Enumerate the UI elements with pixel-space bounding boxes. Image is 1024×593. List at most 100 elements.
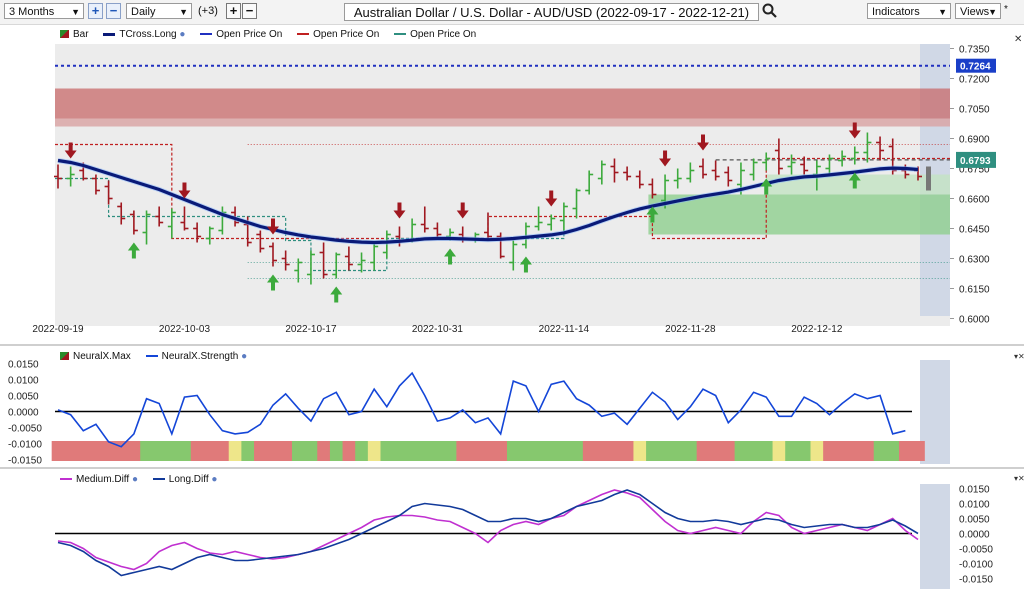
neural-max-bar bbox=[570, 441, 584, 461]
down-arrow-icon bbox=[848, 122, 861, 139]
legend-long-diff[interactable]: Long.Diff ● bbox=[152, 474, 217, 485]
neural-max-bar bbox=[861, 441, 875, 461]
pane-divider bbox=[0, 344, 1024, 346]
neural-max-bar bbox=[747, 441, 761, 461]
neural-max-bar bbox=[734, 441, 748, 461]
chart-toolbar: 3 Months ▼ + − Daily ▼ (+3) + − Australi… bbox=[0, 0, 1024, 25]
diff-y-tick-label: 0.0100 bbox=[959, 500, 990, 511]
teal-value-box bbox=[956, 151, 996, 168]
chevron-down-icon: ▼ bbox=[988, 7, 997, 17]
legend-label: Bar bbox=[73, 29, 89, 40]
teal-value-text: 0.6793 bbox=[960, 156, 991, 167]
indicators-dropdown[interactable]: Indicators ▼ bbox=[867, 3, 951, 19]
date-x-tick-label: 2022-11-14 bbox=[539, 324, 590, 335]
pane-menu-icon[interactable]: ▾✕ bbox=[1014, 474, 1024, 483]
neural-legend: NeuralX.Max NeuralX.Strength ● bbox=[60, 351, 259, 363]
long-diff-line bbox=[57, 489, 919, 577]
neural-max-bar bbox=[190, 441, 204, 461]
down-arrow-icon bbox=[64, 142, 77, 159]
zoom-in-button[interactable]: + bbox=[88, 3, 103, 19]
price-y-tick-label: 0.7200 bbox=[959, 75, 990, 86]
neural-max-bar bbox=[355, 441, 369, 461]
neural-max-bar bbox=[620, 441, 634, 461]
support-zone-light bbox=[766, 174, 950, 195]
line-icon bbox=[152, 478, 165, 481]
date-x-tick-label: 2022-10-31 bbox=[412, 324, 464, 335]
neural-max-bar bbox=[76, 441, 91, 461]
neural-max-bar bbox=[608, 441, 622, 461]
price-y-tick-label: 0.6150 bbox=[959, 285, 990, 296]
neural-max-bar bbox=[696, 441, 710, 461]
neural-max-bar bbox=[911, 441, 925, 461]
chevron-down-icon: ▼ bbox=[179, 7, 188, 17]
neural-max-bar bbox=[494, 441, 508, 461]
neural-max-bar bbox=[873, 441, 887, 461]
neural-max-bar bbox=[759, 441, 774, 461]
close-icon[interactable]: ✕ bbox=[1014, 34, 1023, 45]
price-legend: Bar TCross.Long ● Open Price On Open Pri… bbox=[60, 29, 488, 41]
neural-max-bar bbox=[216, 441, 230, 461]
neural-max-bar bbox=[228, 441, 242, 461]
legend-neural-max[interactable]: NeuralX.Max bbox=[60, 351, 131, 362]
interval-select[interactable]: Daily ▼ bbox=[126, 3, 192, 19]
asterisk-icon[interactable]: * bbox=[1004, 4, 1008, 15]
price-y-tick-label: 0.6900 bbox=[959, 135, 990, 146]
neural-max-bar bbox=[595, 441, 609, 461]
legend-label: Open Price On bbox=[313, 29, 380, 40]
neural-max-bar bbox=[899, 441, 913, 461]
neural-y-tick-label: 0.0000 bbox=[8, 408, 39, 419]
legend-medium-diff[interactable]: Medium.Diff ● bbox=[60, 474, 138, 485]
legend-open-green[interactable]: Open Price On bbox=[394, 29, 476, 40]
date-x-tick-label: 2022-10-17 bbox=[285, 324, 337, 335]
pane-divider bbox=[0, 467, 1024, 469]
neural-y-tick-label: 0.0150 bbox=[8, 360, 39, 371]
neural-max-bar bbox=[456, 441, 470, 461]
line-icon bbox=[103, 32, 116, 36]
period-select-value: 3 Months bbox=[9, 6, 55, 18]
neural-max-bar bbox=[646, 441, 660, 461]
legend-bar[interactable]: Bar bbox=[60, 29, 89, 40]
neural-y-tick-label: -0.0100 bbox=[8, 440, 42, 451]
neural-max-bar bbox=[506, 441, 521, 461]
price-y-tick-label: 0.6450 bbox=[959, 225, 990, 236]
neural-max-bar bbox=[772, 441, 786, 461]
views-dropdown[interactable]: Views ▼ bbox=[955, 3, 1001, 19]
neural-y-tick-label: 0.0050 bbox=[8, 392, 39, 403]
red-open-line bbox=[55, 143, 950, 240]
resistance-zone bbox=[55, 88, 950, 119]
legend-label: NeuralX.Strength bbox=[161, 351, 239, 362]
teal-value-label: 0.6793 bbox=[956, 151, 996, 168]
remove-button[interactable]: − bbox=[242, 3, 257, 19]
neural-max-bar bbox=[797, 441, 811, 461]
neural-max-bar bbox=[266, 441, 280, 461]
neural-max-bar bbox=[393, 441, 407, 461]
price-y-tick-label: 0.6750 bbox=[959, 165, 990, 176]
legend-tcross[interactable]: TCross.Long ● bbox=[103, 29, 185, 40]
zoom-out-button[interactable]: − bbox=[106, 3, 121, 19]
dash-red-icon bbox=[297, 33, 310, 36]
neural-max-bar bbox=[418, 441, 432, 461]
neural-max-bar bbox=[519, 441, 533, 461]
dot-icon: ● bbox=[241, 351, 248, 362]
pane-menu-icon[interactable]: ▾✕ bbox=[1014, 352, 1024, 361]
dot-icon: ● bbox=[131, 474, 138, 485]
legend-open-blue[interactable]: Open Price On bbox=[200, 29, 282, 40]
up-arrow-icon bbox=[848, 172, 861, 189]
down-arrow-icon bbox=[659, 150, 672, 167]
legend-neural-strength[interactable]: NeuralX.Strength ● bbox=[145, 351, 248, 362]
neural-max-bar bbox=[165, 441, 179, 461]
forecast-shade bbox=[920, 360, 950, 464]
neural-max-bar bbox=[582, 441, 596, 461]
instrument-title[interactable]: Australian Dollar / U.S. Dollar - AUD/US… bbox=[344, 3, 759, 21]
interval-select-value: Daily bbox=[131, 6, 156, 18]
legend-open-red[interactable]: Open Price On bbox=[297, 29, 379, 40]
indicators-label: Indicators bbox=[872, 6, 920, 18]
support-zone bbox=[648, 194, 950, 235]
period-select[interactable]: 3 Months ▼ bbox=[4, 3, 84, 19]
neural-max-bar bbox=[380, 441, 394, 461]
add-button[interactable]: + bbox=[226, 3, 241, 19]
neural-max-bar bbox=[405, 441, 419, 461]
date-x-tick-label: 2022-12-12 bbox=[791, 324, 843, 335]
search-icon[interactable] bbox=[762, 3, 778, 19]
